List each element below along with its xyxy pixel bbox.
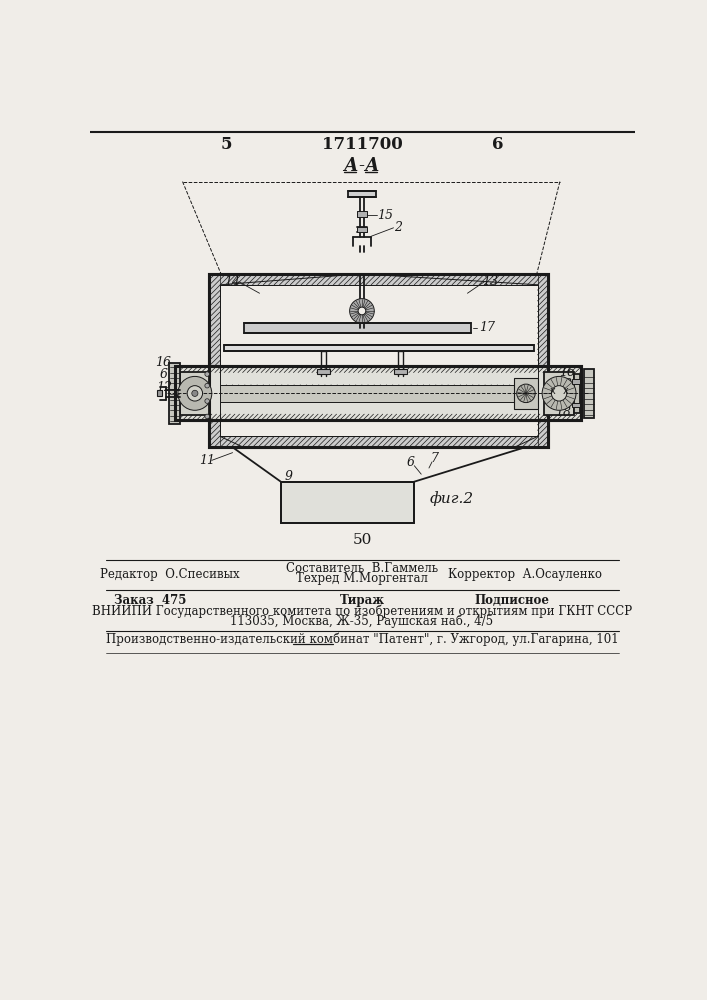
Circle shape [517,384,535,403]
Circle shape [205,399,209,403]
Bar [209,274,549,285]
Text: 113035, Москва, Ж-35, Раушская наб., 4/5: 113035, Москва, Ж-35, Раушская наб., 4/5 [230,615,493,628]
Circle shape [551,386,567,401]
Circle shape [358,307,366,315]
Text: 11: 11 [199,454,215,467]
Circle shape [205,383,209,388]
Text: 19: 19 [555,394,571,407]
Text: Редактор  О.Спесивых: Редактор О.Спесивых [100,568,239,581]
Bar [515,378,537,409]
Text: фиг.2: фиг.2 [430,491,474,506]
Text: 18: 18 [555,406,571,419]
Bar [209,436,549,447]
Text: 13: 13 [483,275,498,288]
Text: 9: 9 [285,470,293,483]
Text: Техред М.Моргентал: Техред М.Моргентал [296,572,428,585]
Bar [584,369,595,418]
Bar [544,372,573,415]
Text: Производственно-издательский комбинат "Патент", г. Ужгород, ул.Гагарина, 101: Производственно-издательский комбинат "П… [105,633,618,647]
Text: 15: 15 [378,209,393,222]
Bar [281,482,414,523]
Circle shape [542,376,576,410]
Bar [356,227,368,232]
Circle shape [178,376,212,410]
Text: 6: 6 [407,456,414,469]
Bar [175,366,580,420]
Text: 7: 7 [431,452,438,465]
Circle shape [205,372,209,376]
Bar [244,323,472,333]
Text: 6: 6 [160,368,168,381]
Bar [170,363,180,424]
Text: А: А [364,157,378,175]
Text: 5: 5 [221,136,232,153]
Bar [537,274,549,447]
Bar [209,274,549,447]
Bar [221,385,537,402]
Bar [209,274,221,447]
Text: Корректор  А.Осауленко: Корректор А.Осауленко [448,568,602,581]
Text: 16: 16 [559,366,575,379]
Text: x: x [549,386,555,396]
Circle shape [192,390,198,396]
Text: 1711700: 1711700 [322,136,402,153]
Circle shape [350,299,374,323]
Text: А: А [343,157,358,175]
Text: 14: 14 [225,275,240,288]
Text: ВНИИПИ Государственного комитета по изобретениям и открытиям при ГКНТ СССР: ВНИИПИ Государственного комитета по изоб… [92,605,632,618]
Bar [224,345,534,351]
Text: Заказ  475: Заказ 475 [114,594,187,607]
Bar [395,369,407,374]
Text: 17: 17 [479,321,495,334]
Bar [180,372,209,415]
Bar [175,366,580,420]
Bar [573,374,580,413]
Bar [209,274,549,447]
Text: x: x [563,386,569,396]
Text: -: - [358,157,364,175]
Bar [317,369,329,374]
Bar [357,211,366,217]
Bar [348,191,376,197]
Bar [572,379,580,384]
Bar [157,390,162,396]
Text: Составитель  В.Гаммель: Составитель В.Гаммель [286,562,438,575]
Text: Тираж: Тираж [339,594,385,607]
Text: 12: 12 [156,381,172,394]
Bar [572,403,580,407]
Text: 6: 6 [493,136,504,153]
Text: 50: 50 [352,533,372,547]
Text: 2: 2 [395,221,402,234]
Circle shape [187,386,203,401]
Text: Подписное: Подписное [474,594,549,607]
Bar [221,285,537,436]
Circle shape [205,414,209,419]
Text: 8: 8 [563,378,571,391]
Text: 16: 16 [156,356,171,369]
